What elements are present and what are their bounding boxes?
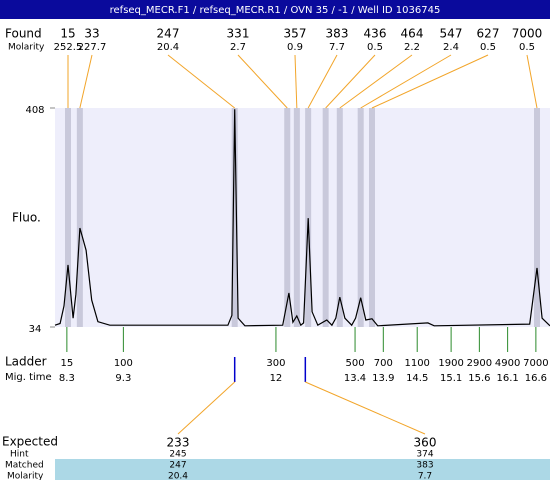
ladder-size: 4900	[495, 358, 520, 369]
peak-connector	[307, 54, 338, 109]
matched-label: Matched	[5, 461, 44, 471]
matched-size: 383	[416, 461, 433, 471]
peak-connector	[237, 54, 288, 109]
ladder-size: 500	[346, 358, 365, 369]
found-size: 247	[157, 27, 180, 41]
peak-band	[64, 108, 71, 327]
ladder-time: 13.9	[372, 373, 394, 384]
expected-connector	[177, 381, 236, 435]
matched-molarity-label: Molarity	[7, 472, 44, 480]
ladder-time: 16.6	[525, 373, 547, 384]
mig-time-label: Mig. time	[5, 372, 52, 383]
expected-connector	[305, 381, 426, 435]
matched-molarity: 7.7	[418, 472, 432, 480]
found-size: 7000	[512, 27, 543, 41]
ladder-time: 9.3	[115, 373, 131, 384]
found-size: 357	[284, 27, 307, 41]
peak-connector	[325, 54, 376, 109]
ladder-label: Ladder	[5, 355, 47, 369]
matched-molarity: 20.4	[168, 472, 188, 480]
found-molarity: 2.7	[230, 42, 246, 53]
ladder-time: 15.1	[440, 373, 462, 384]
ladder-size: 700	[374, 358, 393, 369]
ladder-time: 14.5	[406, 373, 428, 384]
peak-band	[76, 108, 83, 327]
expected-label: Expected	[2, 435, 58, 449]
found-molarity: 252.5	[54, 42, 83, 53]
ladder-time: 16.1	[496, 373, 518, 384]
ladder-size: 2900	[467, 358, 492, 369]
found-molarity: 20.4	[157, 42, 179, 53]
matched-size: 247	[169, 461, 186, 471]
found-molarity: 2.2	[404, 42, 420, 53]
peak-band	[322, 108, 329, 327]
peak-connector	[360, 54, 452, 109]
hint-size: 374	[416, 450, 433, 460]
trace	[54, 109, 550, 327]
found-size: 547	[440, 27, 463, 41]
matched-highlight	[55, 459, 550, 480]
peak-connector	[79, 54, 93, 109]
peak-connector	[294, 54, 298, 109]
found-size: 331	[227, 27, 250, 41]
peak-connector	[526, 54, 538, 109]
found-molarity: 2.4	[443, 42, 459, 53]
peak-connector	[167, 54, 236, 109]
ladder-size: 1100	[404, 358, 429, 369]
found-molarity: 0.9	[287, 42, 303, 53]
hint-label: Hint	[10, 450, 29, 460]
peak-band	[305, 108, 312, 327]
found-size: 383	[326, 27, 349, 41]
found-molarity: 227.7	[78, 42, 107, 53]
found-label: Found	[5, 27, 42, 41]
peak-band	[284, 108, 291, 327]
hint-size: 245	[169, 450, 186, 460]
molarity-label: Molarity	[8, 43, 45, 53]
ladder-time: 15.6	[468, 373, 490, 384]
found-molarity: 7.7	[329, 42, 345, 53]
found-size: 464	[401, 27, 424, 41]
ladder-time: 13.4	[344, 373, 366, 384]
peak-band	[293, 108, 300, 327]
y-tick-label: 34	[29, 324, 42, 335]
ladder-size: 15	[60, 358, 73, 369]
peak-band	[369, 108, 376, 327]
found-molarity: 0.5	[519, 42, 535, 53]
expected-size: 360	[414, 436, 437, 450]
header-bar	[0, 0, 550, 19]
expected-size: 233	[167, 436, 190, 450]
ladder-size: 7000	[523, 358, 548, 369]
ladder-size: 100	[114, 358, 133, 369]
y-axis-label: Fluo.	[12, 211, 41, 225]
peak-band	[534, 108, 541, 327]
peak-band	[357, 108, 364, 327]
ladder-size: 1900	[438, 358, 463, 369]
y-tick-label: 408	[25, 105, 44, 116]
found-size: 15	[60, 27, 75, 41]
found-size: 33	[84, 27, 99, 41]
ladder-time: 8.3	[59, 373, 75, 384]
peak-band	[231, 108, 238, 327]
peak-connector	[339, 54, 413, 109]
peak-band	[336, 108, 343, 327]
found-molarity: 0.5	[480, 42, 496, 53]
found-size: 436	[364, 27, 387, 41]
plot-area	[55, 108, 550, 327]
ladder-time: 12	[270, 373, 283, 384]
found-size: 627	[477, 27, 500, 41]
found-molarity: 0.5	[367, 42, 383, 53]
ladder-size: 300	[266, 358, 285, 369]
header-title: refseq_MECR.F1 / refseq_MECR.R1 / OVN 35…	[110, 5, 441, 16]
peak-connector	[371, 54, 489, 109]
